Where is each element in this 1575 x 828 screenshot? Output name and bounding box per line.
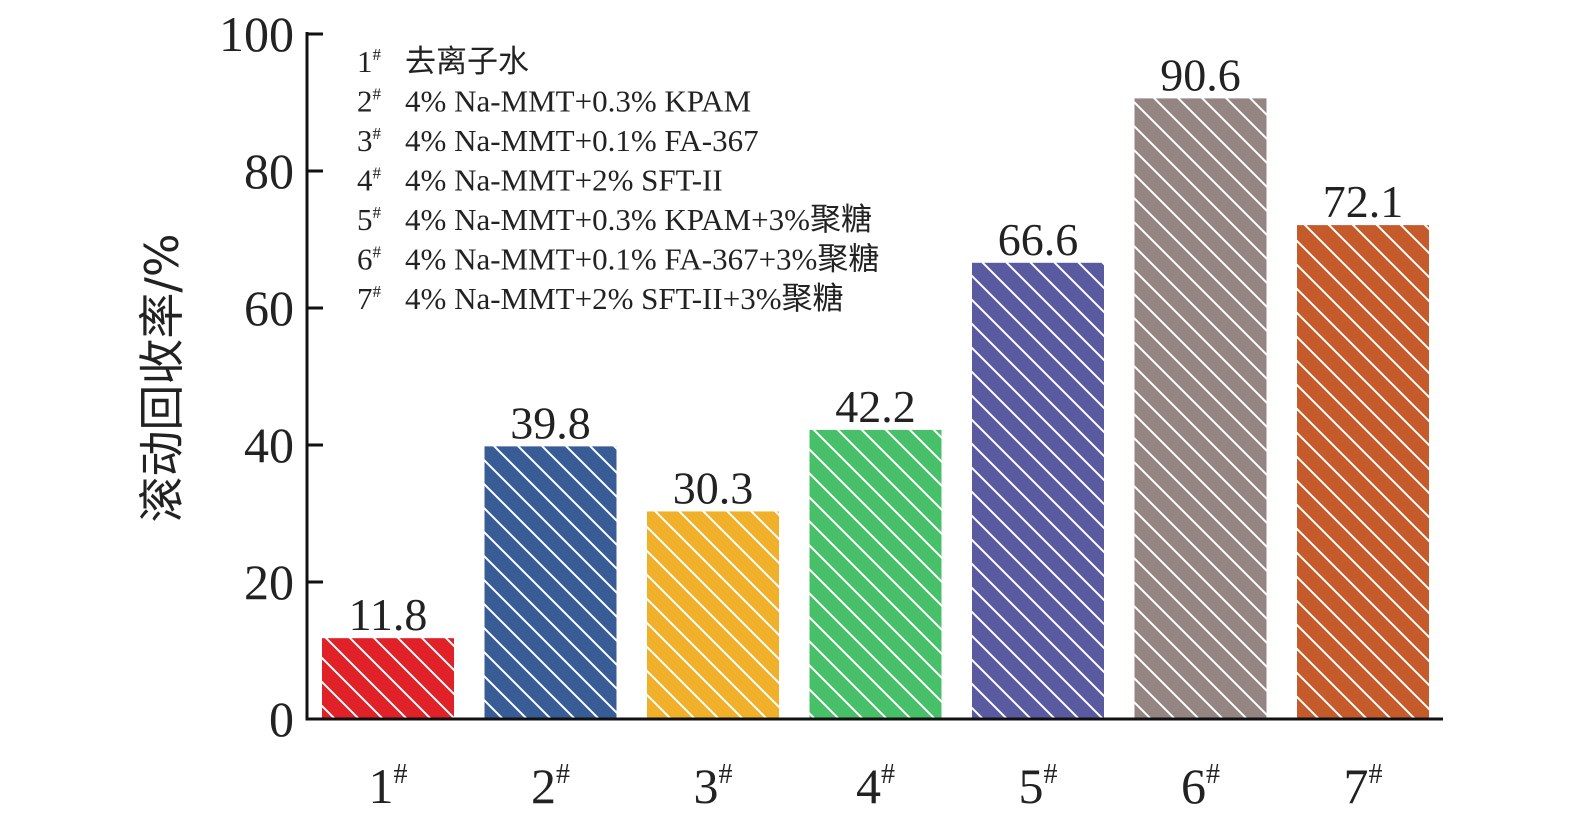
bar-value-label: 72.1	[1323, 176, 1404, 227]
x-tick-label: 3#	[694, 758, 733, 814]
y-ticks-layer: 0 20 40 60 80 100	[219, 6, 323, 747]
bar-value-label: 30.3	[673, 462, 754, 513]
x-tick-label: 5#	[1019, 758, 1058, 814]
y-tick-label: 80	[244, 143, 294, 199]
y-tick-label: 100	[219, 6, 294, 62]
x-tick-label: 6#	[1181, 758, 1220, 814]
bar-value-label: 90.6	[1160, 49, 1241, 100]
bar-value-label: 11.8	[349, 589, 428, 640]
bar-value-label: 66.6	[998, 214, 1079, 265]
x-tick-label: 4#	[856, 758, 895, 814]
legend-entry: 3# 4% Na-MMT+0.1% FA-367	[357, 123, 759, 158]
bars-layer	[322, 98, 1429, 720]
bar-6	[1134, 98, 1267, 719]
axes-layer	[305, 32, 1443, 721]
bar-value-label: 39.8	[510, 397, 591, 448]
legend-entry: 4# 4% Na-MMT+2% SFT-II	[357, 163, 723, 198]
x-tick-label: 2#	[531, 758, 570, 814]
legend-entry: 2# 4% Na-MMT+0.3% KPAM	[357, 84, 751, 119]
bar-value-label: 42.2	[835, 381, 916, 432]
x-tick-label: 7#	[1344, 758, 1383, 814]
legend-entry: 1# 去离子水	[357, 44, 529, 79]
legend-entry: 7# 4% Na-MMT+2% SFT-II+3%聚糖	[357, 281, 844, 316]
x-tick-label: 1#	[369, 758, 408, 814]
bar-4	[809, 429, 942, 719]
bar-2	[484, 446, 617, 719]
y-tick-label: 60	[244, 280, 294, 336]
bar-1	[322, 638, 454, 719]
legend: 1# 去离子水 2# 4% Na-MMT+0.3% KPAM 3# 4% Na-MMT+0…	[357, 44, 879, 316]
bar-3	[647, 511, 779, 719]
y-tick-label: 40	[244, 417, 294, 473]
x-ticks-layer: 1# 2# 3# 4# 5# 6# 7#	[369, 758, 1383, 814]
legend-entry: 5# 4% Na-MMT+0.3% KPAM+3%聚糖	[357, 202, 872, 237]
value-labels-layer: 11.8 39.8 30.3 42.2 66.6 90.6 72.1	[349, 49, 1404, 640]
bar-5	[972, 262, 1104, 719]
y-tick-label: 20	[244, 554, 294, 610]
y-axis-title: 滚动回收率/%	[135, 233, 189, 522]
legend-entry: 6# 4% Na-MMT+0.1% FA-367+3%聚糖	[357, 242, 879, 277]
bar-7	[1297, 225, 1429, 720]
y-tick-label: 0	[269, 691, 294, 747]
